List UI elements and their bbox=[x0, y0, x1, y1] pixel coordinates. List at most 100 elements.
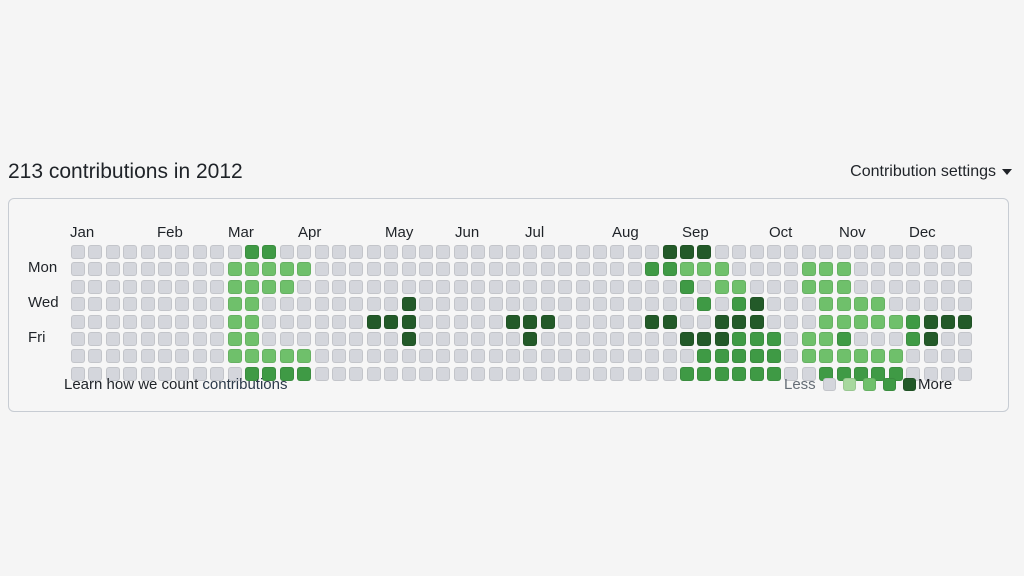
contribution-day-cell[interactable] bbox=[714, 245, 729, 259]
contribution-day-cell[interactable] bbox=[488, 366, 503, 381]
contribution-day-cell[interactable] bbox=[419, 366, 433, 381]
contribution-day-cell[interactable] bbox=[314, 262, 329, 277]
contribution-day-cell[interactable] bbox=[871, 279, 886, 294]
contribution-day-cell[interactable] bbox=[697, 279, 712, 294]
contribution-day-cell[interactable] bbox=[123, 332, 138, 346]
contribution-day-cell[interactable] bbox=[488, 245, 503, 259]
contribution-day-cell[interactable] bbox=[436, 297, 451, 312]
contribution-day-cell[interactable] bbox=[88, 262, 103, 277]
contribution-day-cell[interactable] bbox=[749, 332, 764, 346]
contribution-day-cell[interactable] bbox=[819, 349, 834, 364]
contribution-day-cell[interactable] bbox=[854, 297, 868, 312]
contribution-day-cell[interactable] bbox=[662, 314, 677, 329]
contribution-day-cell[interactable] bbox=[453, 297, 468, 312]
contribution-day-cell[interactable] bbox=[140, 262, 155, 277]
contribution-day-cell[interactable] bbox=[871, 349, 886, 364]
contribution-day-cell[interactable] bbox=[540, 245, 555, 259]
contribution-day-cell[interactable] bbox=[540, 297, 555, 312]
contribution-day-cell[interactable] bbox=[662, 245, 677, 259]
contribution-day-cell[interactable] bbox=[384, 349, 399, 364]
contribution-day-cell[interactable] bbox=[697, 297, 712, 312]
contribution-day-cell[interactable] bbox=[819, 297, 834, 312]
contribution-day-cell[interactable] bbox=[801, 245, 816, 259]
contribution-day-cell[interactable] bbox=[801, 366, 816, 381]
contribution-day-cell[interactable] bbox=[227, 262, 242, 277]
contribution-day-cell[interactable] bbox=[697, 314, 712, 329]
contribution-day-cell[interactable] bbox=[784, 245, 799, 259]
contribution-day-cell[interactable] bbox=[245, 332, 259, 346]
contribution-settings-button[interactable]: Contribution settings bbox=[850, 163, 1012, 181]
contribution-day-cell[interactable] bbox=[645, 262, 660, 277]
contribution-day-cell[interactable] bbox=[227, 349, 242, 364]
contribution-day-cell[interactable] bbox=[158, 349, 172, 364]
contribution-day-cell[interactable] bbox=[471, 297, 486, 312]
contribution-day-cell[interactable] bbox=[697, 349, 712, 364]
contribution-day-cell[interactable] bbox=[714, 314, 729, 329]
contribution-day-cell[interactable] bbox=[836, 297, 851, 312]
contribution-day-cell[interactable] bbox=[506, 279, 520, 294]
contribution-day-cell[interactable] bbox=[192, 332, 207, 346]
contribution-day-cell[interactable] bbox=[366, 297, 381, 312]
contribution-day-cell[interactable] bbox=[697, 245, 712, 259]
contribution-day-cell[interactable] bbox=[923, 366, 938, 381]
contribution-day-cell[interactable] bbox=[401, 332, 416, 346]
contribution-day-cell[interactable] bbox=[245, 279, 259, 294]
contribution-day-cell[interactable] bbox=[767, 314, 781, 329]
contribution-day-cell[interactable] bbox=[662, 366, 677, 381]
contribution-day-cell[interactable] bbox=[314, 314, 329, 329]
contribution-day-cell[interactable] bbox=[662, 262, 677, 277]
contribution-day-cell[interactable] bbox=[540, 349, 555, 364]
contribution-day-cell[interactable] bbox=[175, 279, 190, 294]
contribution-day-cell[interactable] bbox=[801, 314, 816, 329]
contribution-day-cell[interactable] bbox=[801, 349, 816, 364]
contribution-day-cell[interactable] bbox=[314, 297, 329, 312]
contribution-day-cell[interactable] bbox=[923, 332, 938, 346]
contribution-day-cell[interactable] bbox=[575, 297, 590, 312]
contribution-day-cell[interactable] bbox=[105, 297, 120, 312]
contribution-day-cell[interactable] bbox=[888, 279, 903, 294]
contribution-day-cell[interactable] bbox=[175, 349, 190, 364]
contribution-day-cell[interactable] bbox=[732, 262, 747, 277]
contribution-day-cell[interactable] bbox=[262, 297, 277, 312]
contribution-day-cell[interactable] bbox=[767, 279, 781, 294]
contribution-day-cell[interactable] bbox=[784, 279, 799, 294]
contribution-day-cell[interactable] bbox=[575, 349, 590, 364]
contribution-day-cell[interactable] bbox=[349, 297, 364, 312]
contribution-day-cell[interactable] bbox=[210, 262, 225, 277]
contributions-link[interactable]: contributions bbox=[202, 376, 288, 393]
contribution-day-cell[interactable] bbox=[419, 332, 433, 346]
contribution-day-cell[interactable] bbox=[888, 349, 903, 364]
contribution-day-cell[interactable] bbox=[279, 297, 294, 312]
contribution-day-cell[interactable] bbox=[662, 332, 677, 346]
contribution-day-cell[interactable] bbox=[297, 262, 312, 277]
contribution-day-cell[interactable] bbox=[245, 314, 259, 329]
contribution-day-cell[interactable] bbox=[836, 349, 851, 364]
contribution-day-cell[interactable] bbox=[279, 332, 294, 346]
contribution-day-cell[interactable] bbox=[593, 297, 607, 312]
contribution-day-cell[interactable] bbox=[436, 245, 451, 259]
contribution-day-cell[interactable] bbox=[453, 366, 468, 381]
contribution-day-cell[interactable] bbox=[610, 366, 625, 381]
contribution-day-cell[interactable] bbox=[105, 314, 120, 329]
contribution-day-cell[interactable] bbox=[453, 332, 468, 346]
contribution-day-cell[interactable] bbox=[523, 279, 538, 294]
contribution-day-cell[interactable] bbox=[332, 349, 346, 364]
contribution-day-cell[interactable] bbox=[610, 297, 625, 312]
contribution-day-cell[interactable] bbox=[575, 332, 590, 346]
contribution-day-cell[interactable] bbox=[488, 314, 503, 329]
contribution-day-cell[interactable] bbox=[645, 279, 660, 294]
contribution-day-cell[interactable] bbox=[749, 279, 764, 294]
contribution-day-cell[interactable] bbox=[645, 366, 660, 381]
contribution-day-cell[interactable] bbox=[749, 297, 764, 312]
contribution-day-cell[interactable] bbox=[332, 262, 346, 277]
contribution-day-cell[interactable] bbox=[488, 297, 503, 312]
contribution-day-cell[interactable] bbox=[662, 279, 677, 294]
contribution-day-cell[interactable] bbox=[297, 349, 312, 364]
contribution-day-cell[interactable] bbox=[349, 332, 364, 346]
contribution-day-cell[interactable] bbox=[436, 279, 451, 294]
contribution-day-cell[interactable] bbox=[262, 349, 277, 364]
contribution-day-cell[interactable] bbox=[906, 279, 921, 294]
contribution-day-cell[interactable] bbox=[645, 297, 660, 312]
contribution-day-cell[interactable] bbox=[158, 314, 172, 329]
contribution-day-cell[interactable] bbox=[784, 349, 799, 364]
